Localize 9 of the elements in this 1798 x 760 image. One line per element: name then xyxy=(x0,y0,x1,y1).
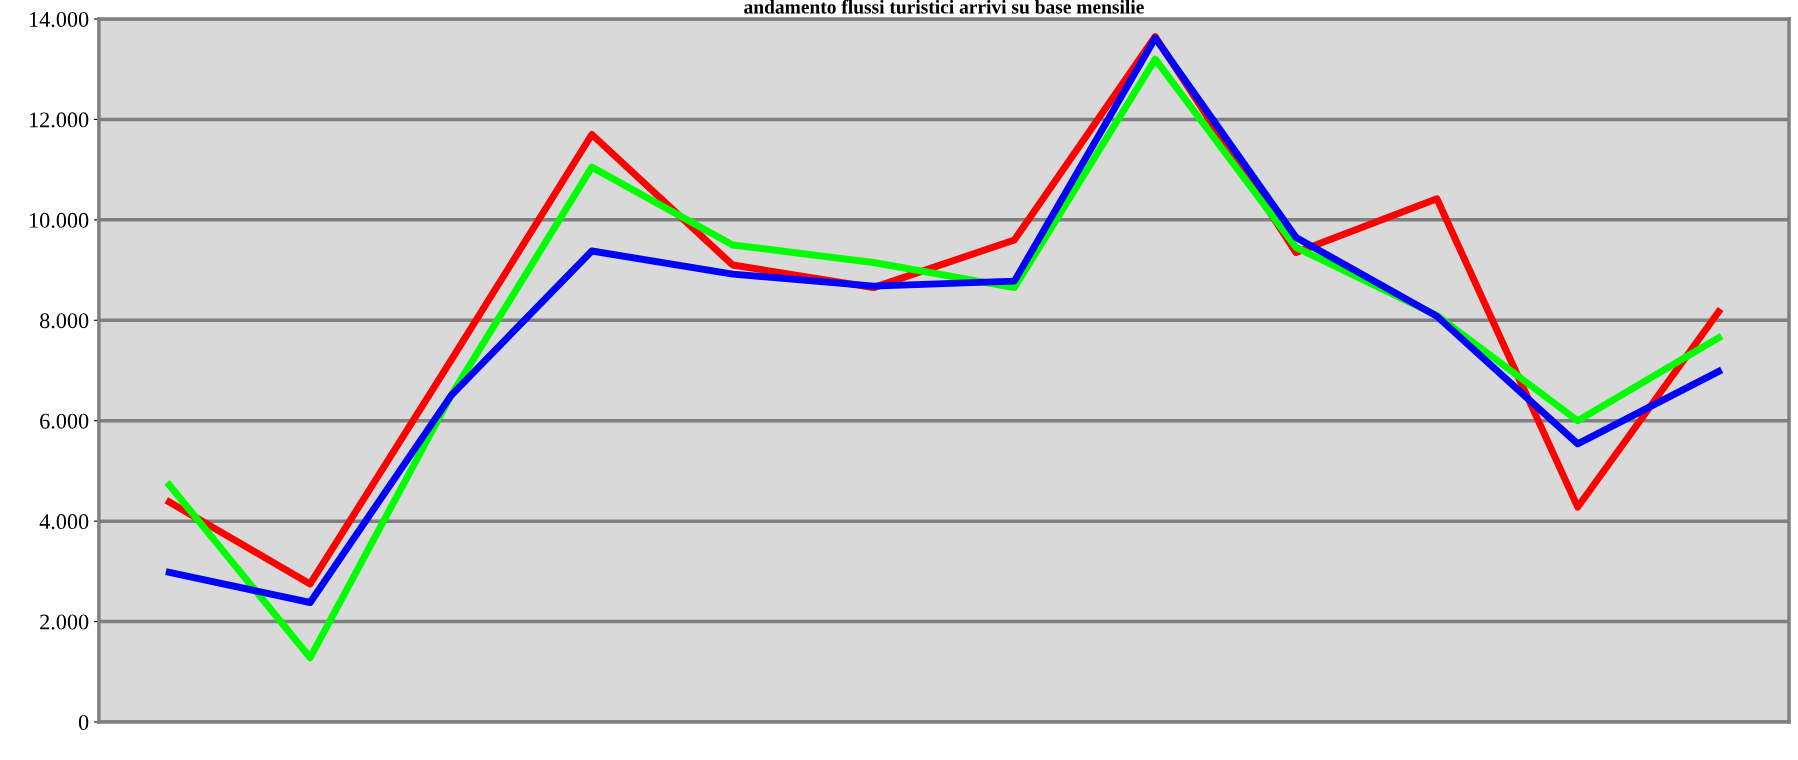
y-tick-label: 4.000 xyxy=(39,514,89,530)
y-tick-label: 10.000 xyxy=(30,212,89,228)
y-tick-label: 2.000 xyxy=(40,614,89,630)
chart-title: andamento flussi turistici arrivi su base mensilie xyxy=(744,0,1144,14)
y-tick-label: 0 xyxy=(78,714,89,730)
y-tick-label: 14.000 xyxy=(30,11,89,28)
y-tick-label: 8.000 xyxy=(40,313,89,329)
y-tick-label: 6.000 xyxy=(40,413,89,429)
y-tick-label: 12.000 xyxy=(30,112,89,128)
